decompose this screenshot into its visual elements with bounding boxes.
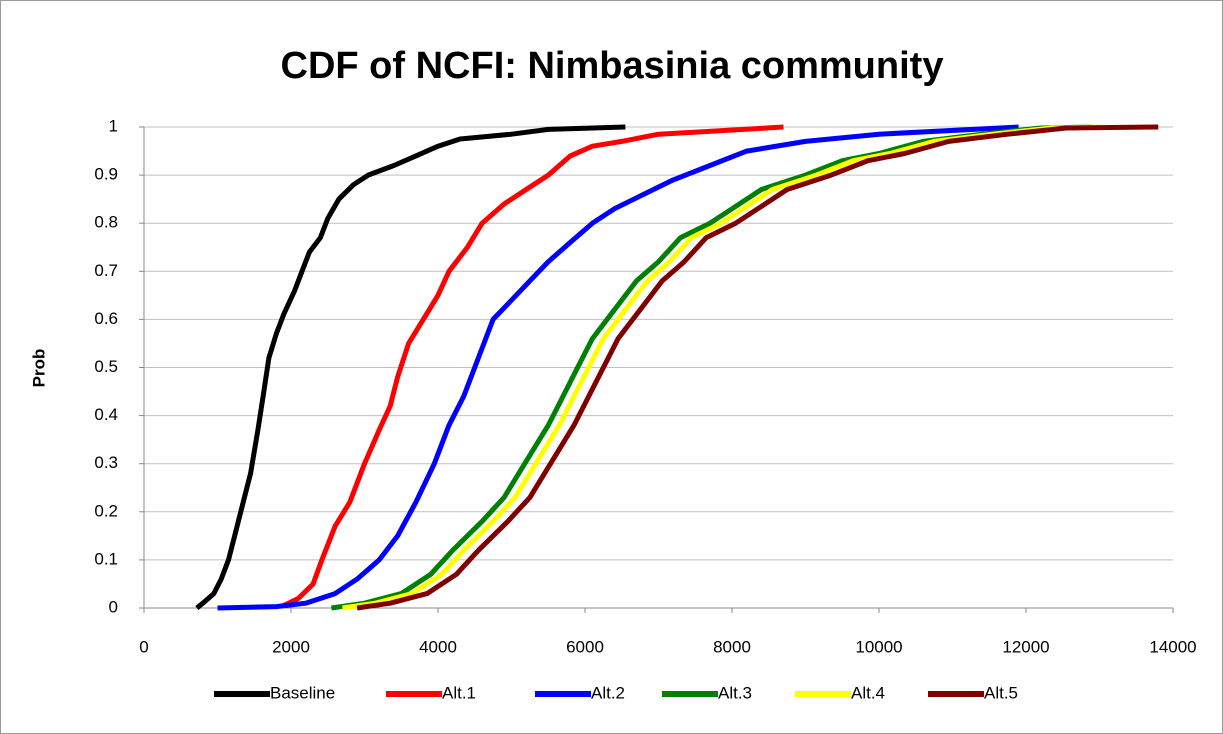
y-tick-label: 0.9 bbox=[94, 165, 118, 184]
series-line bbox=[356, 124, 1159, 611]
x-tick-label: 8000 bbox=[713, 637, 751, 656]
y-axis-label: Prob bbox=[29, 349, 48, 388]
y-tick-label: 0.5 bbox=[94, 357, 118, 376]
series-line bbox=[217, 124, 1019, 611]
x-tick-label: 12000 bbox=[1002, 637, 1049, 656]
y-tick-label: 0.7 bbox=[94, 261, 118, 280]
y-tick-label: 0.1 bbox=[94, 549, 118, 568]
x-tick-label: 10000 bbox=[855, 637, 902, 656]
legend-label: Baseline bbox=[270, 683, 335, 702]
x-tick-label: 4000 bbox=[419, 637, 457, 656]
series-line bbox=[342, 124, 1100, 611]
x-tick-label: 14000 bbox=[1149, 637, 1196, 656]
legend-label: Alt.3 bbox=[718, 683, 752, 702]
y-tick-label: 0.2 bbox=[94, 501, 118, 520]
legend-label: Alt.2 bbox=[591, 683, 625, 702]
series-line bbox=[282, 124, 784, 608]
series-line bbox=[195, 124, 626, 610]
y-tick-label: 0.6 bbox=[94, 309, 118, 328]
x-tick-label: 0 bbox=[139, 637, 148, 656]
y-tick-label: 0.4 bbox=[94, 405, 118, 424]
y-tick-label: 0.3 bbox=[94, 453, 118, 472]
chart-title: CDF of NCFI: Nimbasinia community bbox=[281, 45, 944, 87]
y-tick-label: 1 bbox=[109, 116, 118, 135]
y-tick-label: 0 bbox=[109, 597, 118, 616]
legend-label: Alt.1 bbox=[442, 683, 476, 702]
y-tick-label: 0.8 bbox=[94, 213, 118, 232]
x-tick-label: 6000 bbox=[566, 637, 604, 656]
legend-label: Alt.5 bbox=[984, 683, 1018, 702]
x-tick-label: 2000 bbox=[272, 637, 310, 656]
legend-label: Alt.4 bbox=[851, 683, 885, 702]
